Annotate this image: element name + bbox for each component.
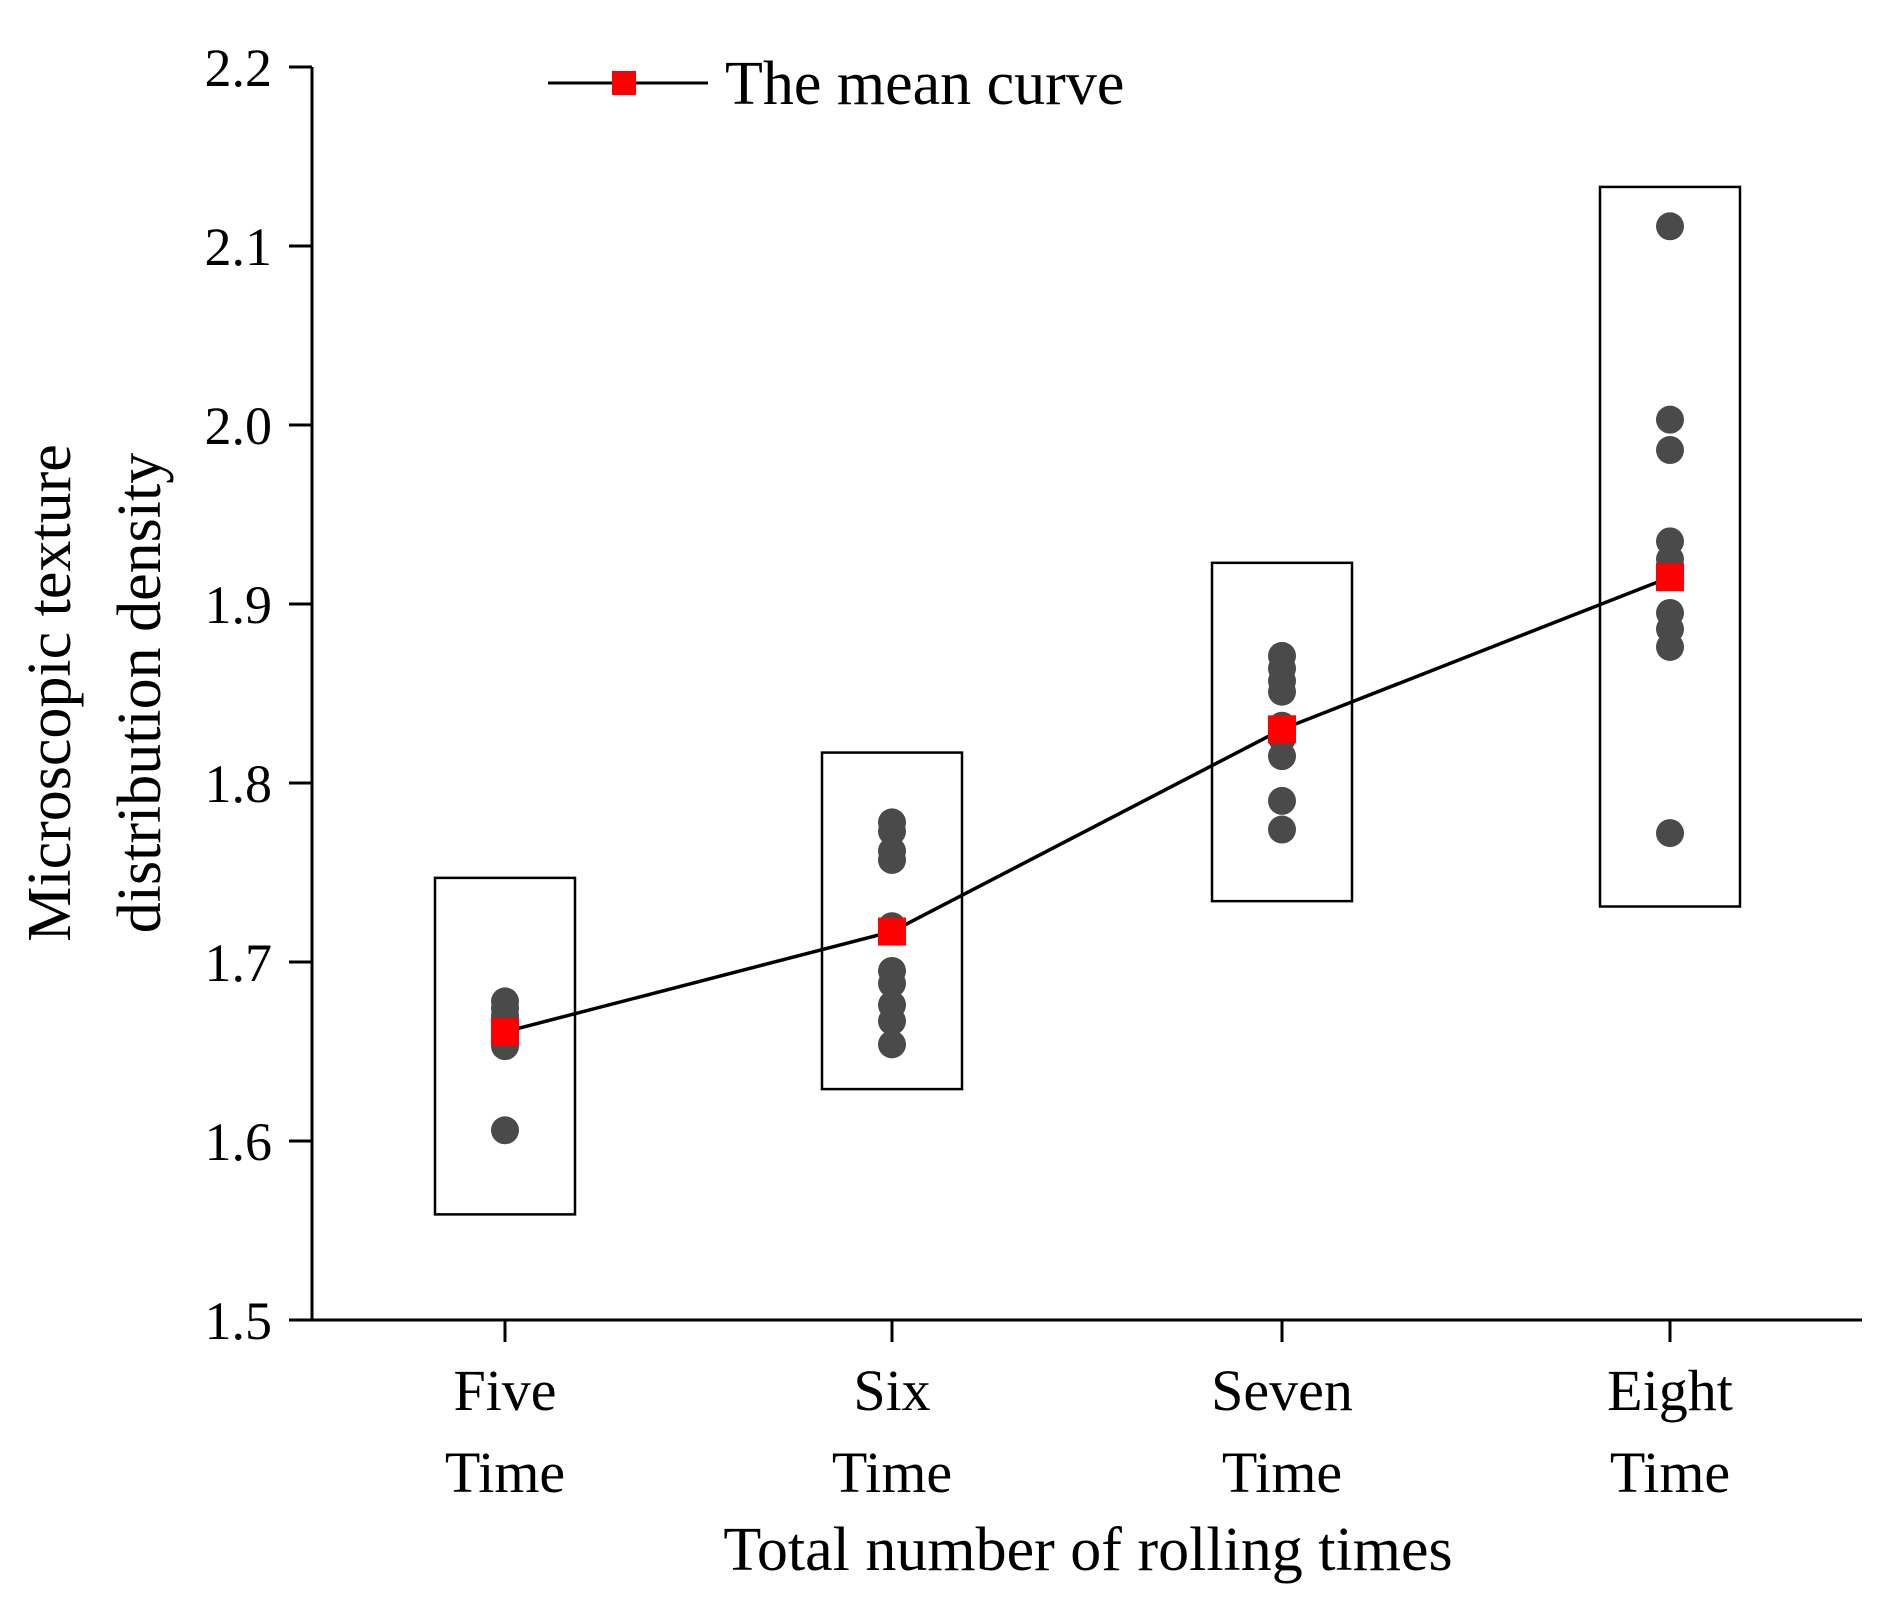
data-point [878,1007,906,1036]
mean-marker [491,1017,519,1046]
y-tick-label: 1.7 [205,933,273,993]
y-tick-label: 2.0 [205,396,273,456]
data-point [1656,819,1684,848]
data-point [1268,786,1296,815]
x-ticks: Five Time Six Time Seven Time Eight Time [445,1320,1733,1505]
data-point [878,969,906,998]
legend: The mean curve [548,50,1124,118]
data-point [1656,405,1684,434]
y-tick-label: 2.1 [205,217,273,277]
mean-marker [1656,563,1684,592]
mean-marker [878,917,906,946]
x-tick-label-line1: Six [853,1358,930,1423]
x-tick-label-line1: Eight [1607,1358,1733,1423]
y-tick-label: 1.8 [205,754,273,814]
range-box [433,876,577,1216]
range-box [1598,185,1742,908]
x-tick-label-line2: Time [445,1440,565,1505]
mean-marker [1268,715,1296,744]
range-boxes [433,185,1742,1216]
data-point [878,1030,906,1059]
sample-points [491,212,1684,1145]
x-tick-label-line2: Time [1610,1440,1730,1505]
data-point [491,1116,519,1145]
range-box [820,751,964,1091]
x-tick-label-line2: Time [832,1440,952,1505]
mean-curve [491,563,1684,1046]
data-point [1268,742,1296,771]
x-tick-label-line2: Time [1222,1440,1342,1505]
data-point [878,817,906,846]
y-tick-label: 1.5 [205,1291,273,1351]
y-tick-label: 1.9 [205,575,273,635]
y-tick-label: 2.2 [205,38,273,98]
x-tick-label-line1: Seven [1211,1358,1353,1423]
legend-label: The mean curve [725,50,1124,118]
data-point [1268,677,1296,706]
range-box [1210,561,1354,903]
mean-line [504,575,1671,1034]
data-point [1656,436,1684,465]
x-tick-label-line1: Five [453,1358,556,1423]
y-ticks: 1.5 1.6 1.7 1.8 1.9 2.0 2.1 2.2 [205,38,312,1351]
y-tick-label: 1.6 [205,1112,273,1172]
x-axis-title: Total number of rolling times [723,1516,1452,1584]
y-axis-title-line2: distribution density [106,453,174,934]
data-point [1268,815,1296,844]
y-axis-title-line1: Microscopic texture [16,444,84,942]
legend-marker-icon [612,71,636,95]
data-point [878,845,906,874]
data-point [1656,632,1684,661]
data-point [1656,212,1684,241]
